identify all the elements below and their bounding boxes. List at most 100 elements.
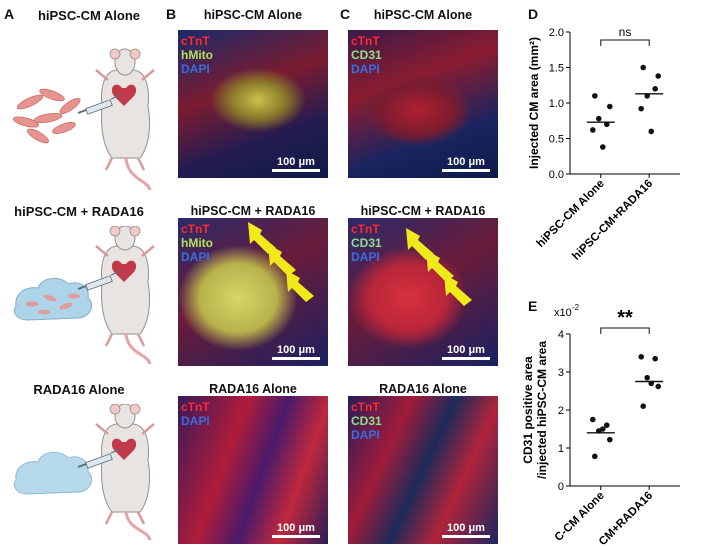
panel-letter-a: A <box>4 6 15 22</box>
scale-bar-label: 100 μm <box>447 522 485 534</box>
scale-bar: 100 μm <box>272 156 320 172</box>
yellow-arrows <box>406 228 472 306</box>
cardiomyocyte-cells-icon <box>13 88 81 144</box>
panel-letter-d: D <box>528 6 539 22</box>
stain-label-dapi: DAPI <box>181 414 210 428</box>
panel-b-image3-title: RADA16 Alone <box>209 382 297 396</box>
data-point <box>607 436 613 443</box>
micrograph-b2: cTnT hMito DAPI 100 μm <box>178 218 328 366</box>
micrograph-c1: cTnT CD31 DAPI 100 μm <box>348 30 498 178</box>
y-tick-label: 0.5 <box>549 134 564 146</box>
axis-multiplier-exponent: -2 <box>572 303 580 312</box>
schematic-cells-gel-injection <box>14 226 155 365</box>
data-point <box>596 115 602 122</box>
stain-label-cd31: CD31 <box>351 414 382 428</box>
significance-bracket <box>600 327 650 334</box>
scale-bar: 100 μm <box>442 344 490 360</box>
y-tick-label: 0 <box>558 481 564 493</box>
data-point <box>607 103 613 110</box>
data-point <box>652 355 658 362</box>
data-point <box>640 403 646 409</box>
data-point <box>638 105 644 112</box>
stain-label-hmito: hMito <box>181 236 213 250</box>
schematic-gel-injection <box>14 404 155 541</box>
yellow-arrows <box>248 222 314 302</box>
panel-b-image2-title: hiPSC-CM + RADA16 <box>190 204 316 218</box>
arrow-icon <box>268 244 296 276</box>
syringe-icon <box>77 270 122 291</box>
panel-a-row1-title: hiPSC-CM Alone <box>37 8 141 23</box>
panel-letter-e: E <box>528 298 538 314</box>
y-tick-label: 4 <box>558 329 564 341</box>
stain-label-hmito: hMito <box>181 48 213 62</box>
stain-label-cd31: CD31 <box>351 48 382 62</box>
arrow-icon <box>444 274 472 306</box>
data-point <box>590 416 596 423</box>
data-point <box>640 64 646 71</box>
rat-icon <box>95 404 155 541</box>
micrograph-c3: cTnT CD31 DAPI 100 μm <box>348 396 498 544</box>
heart-icon <box>111 438 137 460</box>
panel-a-row2-title: hiPSC-CM + RADA16 <box>14 204 144 219</box>
panel-c-image1-title: hiPSC-CM Alone <box>373 8 473 22</box>
scale-bar-label: 100 μm <box>447 344 485 356</box>
data-point <box>590 127 596 133</box>
scale-bar-label: 100 μm <box>277 522 315 534</box>
scale-bar-label: 100 μm <box>277 156 315 168</box>
hydrogel-with-cells-icon <box>14 278 93 321</box>
data-point <box>592 93 598 99</box>
panel-c-image2-title: hiPSC-CM + RADA16 <box>360 204 486 218</box>
rat-icon <box>95 48 155 191</box>
stain-label-ctnt: cTnT <box>351 222 380 236</box>
data-point <box>644 374 650 381</box>
x-tick-label: C-CM Alone <box>553 490 607 544</box>
y-tick-label: 2 <box>558 405 564 417</box>
data-point <box>648 128 654 135</box>
stain-label-ctnt: cTnT <box>181 222 210 236</box>
scale-bar-label: 100 μm <box>447 156 485 168</box>
micrograph-c2: cTnT CD31 DAPI 100 μm <box>348 218 498 366</box>
panel-letter-c: C <box>340 6 351 22</box>
data-point <box>652 86 658 92</box>
data-point <box>644 93 650 99</box>
y-axis-label-line2: /injected hiPSC-CM area <box>535 341 549 479</box>
syringe-icon <box>77 94 122 115</box>
scale-bar: 100 μm <box>272 344 320 360</box>
scale-bar: 100 μm <box>442 156 490 172</box>
arrow-icon <box>426 250 454 282</box>
y-tick-label: 1 <box>558 443 564 455</box>
arrow-icon <box>286 270 314 302</box>
stain-label-dapi: DAPI <box>351 250 380 264</box>
panel-c-image3-title: RADA16 Alone <box>379 382 467 396</box>
syringe-icon <box>77 448 122 469</box>
data-point <box>600 426 606 432</box>
x-tick-label: hiPSC-CM+RADA16 <box>570 178 655 263</box>
significance-label: ns <box>619 25 632 39</box>
micrograph-b3: cTnT DAPI 100 μm <box>178 396 328 544</box>
y-tick-label: 3 <box>558 367 564 379</box>
data-point <box>655 383 661 390</box>
stain-label-dapi: DAPI <box>351 62 380 76</box>
stain-label-ctnt: cTnT <box>181 400 210 414</box>
y-axis-label: Injected CM area (mm²) <box>527 37 541 169</box>
y-tick-label: 1.5 <box>549 63 564 75</box>
y-tick-label: 0.0 <box>549 169 564 181</box>
y-tick-label: 1.0 <box>549 98 564 110</box>
data-point <box>604 121 610 128</box>
scale-bar: 100 μm <box>272 522 320 538</box>
stain-label-dapi: DAPI <box>181 62 210 76</box>
significance-label: ** <box>617 307 633 329</box>
stain-label-cd31: CD31 <box>351 236 382 250</box>
panel-b-image1-title: hiPSC-CM Alone <box>203 8 303 22</box>
data-point <box>600 144 606 150</box>
y-tick-label: 2.0 <box>549 27 564 39</box>
stain-label-ctnt: cTnT <box>351 400 380 414</box>
panel-a-row3-title: RADA16 Alone <box>33 382 125 397</box>
stain-label-ctnt: cTnT <box>351 34 380 48</box>
significance-bracket <box>600 39 650 46</box>
data-point <box>655 73 661 79</box>
axis-multiplier: x10 <box>554 307 572 319</box>
data-point <box>592 453 598 460</box>
